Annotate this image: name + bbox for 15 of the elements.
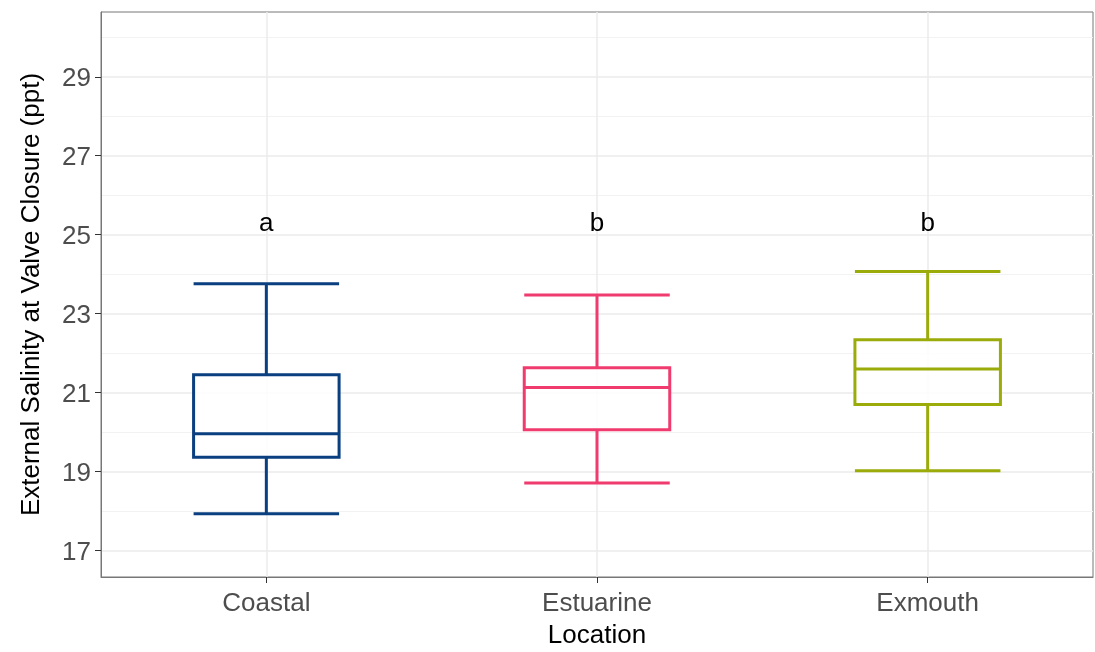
y-tick-label: 23 <box>62 298 91 329</box>
y-tick-label: 25 <box>62 219 91 250</box>
annotation: b <box>920 207 935 237</box>
x-tick-label: Exmouth <box>876 587 979 617</box>
y-tick-label: 17 <box>62 535 91 566</box>
annotation: a <box>259 207 275 237</box>
y-tick-label: 21 <box>62 377 91 408</box>
annotation: b <box>589 207 605 237</box>
y-tick-label: 19 <box>62 456 91 487</box>
x-tick-label: Estuarine <box>542 587 652 617</box>
x-axis-title: Location <box>547 619 647 649</box>
y-axis-title: External Salinity at Valve Closure (ppt) <box>15 72 45 517</box>
y-tick-label: 27 <box>62 140 91 171</box>
x-tick-label: Coastal <box>222 587 311 617</box>
y-tick-label: 29 <box>62 61 91 92</box>
